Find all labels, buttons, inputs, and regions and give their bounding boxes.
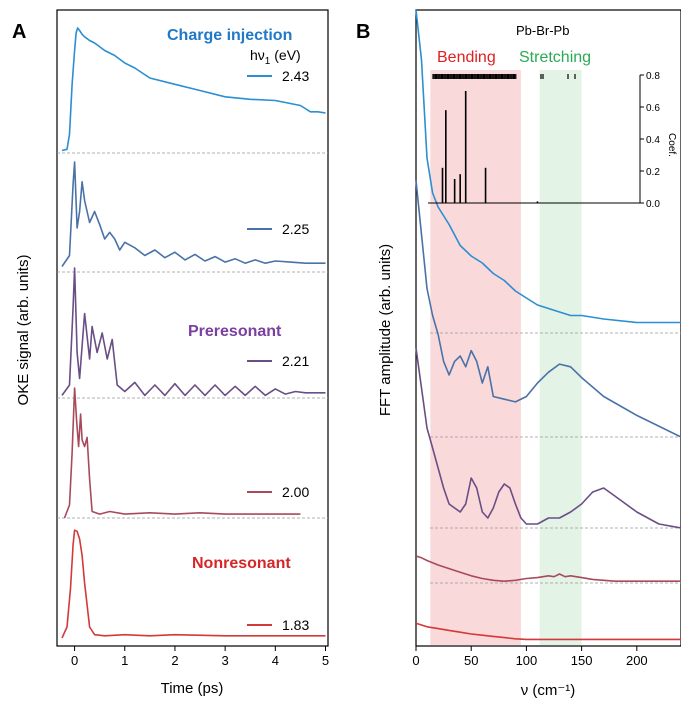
panel-a-x-axis-label: Time (ps) [161,680,224,697]
panel-a-x-ticks: 0 1 2 3 4 5 [71,646,329,668]
panel-b-x-axis-label: ν (cm⁻¹) [521,682,576,699]
series-line-2.43 [415,9,681,324]
series-line-2.21 [61,267,326,397]
series-line-2.00 [63,387,301,519]
inset: Pb-Br-Pb 0.0 0.2 0.4 0.6 0.8 Coef. [428,23,677,210]
x-tick-label: 0 [412,653,419,668]
annotation-charge-injection: Charge injection [167,27,292,44]
inset-y-tick-label: 0.2 [646,167,660,178]
panel-b: 0 50 100 150 200 Bending Stretching Pb-Br-Pb… [377,9,681,699]
x-tick-label: 0 [71,653,78,668]
panel-b-x-ticks: 0 50 100 150 200 [412,646,648,668]
x-tick-label: 100 [516,653,538,668]
legend-label-2.25: 2.25 [282,221,309,237]
series-line-2.25 [415,180,681,438]
legend-label-2.00: 2.00 [282,484,309,500]
x-tick-label: 200 [626,653,648,668]
panel-a-series [61,27,326,639]
legend-label-1.83: 1.83 [282,617,309,633]
panel-a-baselines [57,152,328,519]
x-tick-label: 150 [571,653,593,668]
panel-label-a: A [12,21,26,43]
x-tick-label: 4 [272,653,279,668]
inset-y-tick-label: 0.4 [646,135,660,146]
series-line-2.21 [415,347,681,529]
panel-a-legend: 2.43 2.25 2.21 2.00 1.83 [247,68,309,633]
series-line-1.83 [415,622,681,641]
panel-b-baselines [430,332,681,584]
region-stretching [539,70,582,645]
panel-a-y-axis-label: OKE signal (arb. units) [15,255,32,406]
panel-b-regions [430,70,582,645]
region-bending [430,70,521,645]
annotation-nonresonant: Nonresonant [192,555,291,572]
series-line-2.25 [61,161,326,267]
x-tick-label: 3 [222,653,229,668]
series-line-1.83 [61,529,326,639]
inset-y-tick-label: 0.8 [646,71,660,82]
x-tick-label: 1 [121,653,128,668]
inset-ticks: 0.0 0.2 0.4 0.6 0.8 [428,71,660,210]
panel-b-frame [415,9,681,647]
annotation-preresonant: Preresonant [188,323,282,340]
panel-label-b: B [356,21,370,43]
panel-b-y-axis-label: FFT amplitude (arb. units) [377,244,394,416]
x-tick-label: 50 [464,653,478,668]
x-tick-label: 2 [171,653,178,668]
legend-header: hν1 (eV) [250,47,301,67]
legend-label-2.21: 2.21 [282,353,309,369]
inset-bars [441,91,539,203]
legend-label-2.43: 2.43 [282,68,309,84]
series-line-2.00 [415,555,681,583]
inset-y-label: Coef. [666,133,677,157]
series-line-2.43 [61,27,326,152]
region-label-bending: Bending [437,49,496,66]
x-tick-label: 5 [322,653,329,668]
panel-a-frame [56,9,329,647]
inset-y-tick-label: 0.0 [646,199,660,210]
inset-title: Pb-Br-Pb [516,23,569,38]
inset-y-tick-label: 0.6 [646,103,660,114]
region-label-stretching: Stretching [519,49,591,66]
panel-b-series [415,9,681,641]
panel-a: 0 1 2 3 4 5 2.43 2.25 2.21 2.00 1.83 Charge injec… [15,9,329,697]
